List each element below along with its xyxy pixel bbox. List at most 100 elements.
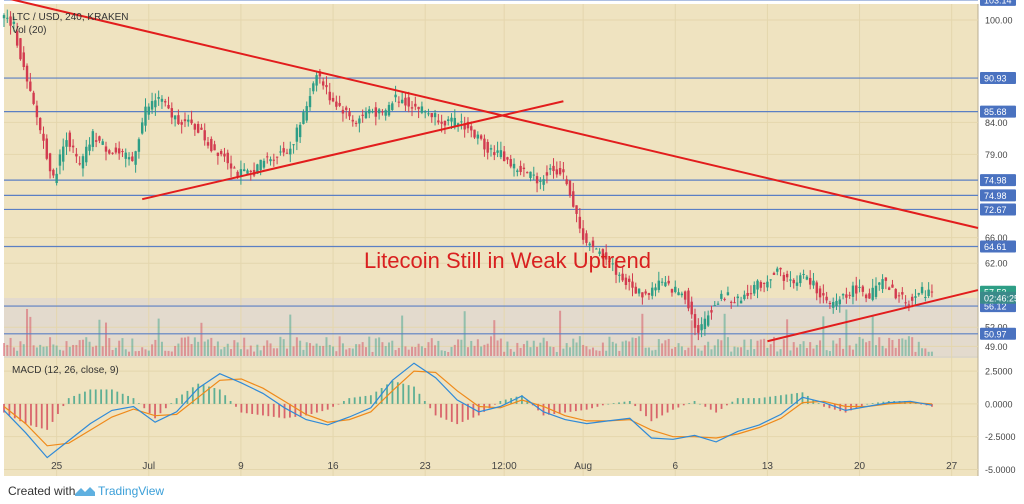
macd-histogram-bar [283, 403, 286, 419]
macd-histogram-bar [170, 403, 173, 404]
volume-bar [312, 345, 315, 356]
volume-bar [193, 337, 196, 356]
candle-body [654, 287, 657, 291]
candle-body [832, 302, 835, 308]
candle-body [766, 281, 769, 288]
macd-histogram-bar [208, 386, 210, 404]
volume-bar [779, 349, 782, 356]
candle-body [637, 288, 641, 294]
volume-bar [358, 344, 361, 356]
candle-body [279, 151, 282, 153]
volume-bar [345, 349, 348, 356]
macd-tick-label: 0.0000 [985, 399, 1013, 409]
candle-body [22, 52, 25, 67]
volume-bar [88, 341, 91, 356]
volume-bar [819, 340, 822, 356]
candle-body [802, 273, 805, 275]
candle-body [173, 115, 177, 120]
candle-body [585, 233, 588, 243]
volume-bar [753, 349, 756, 356]
candle-body [753, 284, 756, 294]
macd-histogram-bar [742, 398, 745, 404]
candle-body [667, 280, 670, 284]
volume-bar [95, 345, 98, 356]
macd-histogram-bar [844, 403, 847, 413]
candle-body [361, 114, 364, 116]
macd-histogram-bar [607, 403, 610, 405]
candle-body [414, 103, 417, 107]
volume-bar [114, 347, 117, 356]
candle-body [519, 165, 522, 172]
candle-body [239, 169, 243, 176]
macd-histogram-bar [369, 395, 372, 404]
candle-body [127, 157, 131, 160]
macd-histogram-bar [278, 403, 281, 418]
candle-body [272, 159, 276, 161]
volume-bar [12, 347, 15, 356]
candle-body [901, 292, 904, 295]
candle-body [535, 176, 539, 184]
candle-body [384, 110, 387, 116]
volume-bar [207, 339, 210, 356]
volume-bar [493, 320, 496, 356]
candle-body [660, 281, 664, 283]
volume-bar [907, 336, 910, 356]
volume-bar [368, 336, 371, 356]
volume-bar [473, 345, 476, 356]
candle-body [697, 325, 700, 333]
macd-histogram-bar [332, 403, 334, 407]
candle-body [581, 228, 585, 240]
volume-bar [190, 344, 193, 356]
candle-body [131, 156, 134, 162]
macd-histogram-bar [407, 385, 410, 404]
candle-body [256, 164, 259, 174]
macd-histogram-bar [3, 403, 5, 413]
candle-body [391, 103, 394, 110]
candle-body [769, 279, 772, 281]
candle-body [864, 294, 868, 299]
candle-body [914, 296, 917, 298]
price-tick-label: 62.00 [985, 259, 1008, 269]
volume-bar [529, 347, 532, 356]
volume-bar [391, 340, 394, 356]
level-price-label: 56.12 [984, 302, 1007, 312]
candle-body [657, 280, 661, 290]
volume-bar [384, 346, 387, 356]
macd-histogram-bar [801, 392, 804, 404]
candle-body [6, 17, 9, 19]
macd-histogram-bar [650, 403, 653, 422]
candle-body [683, 291, 687, 300]
tradingview-link[interactable]: TradingView [98, 484, 165, 498]
volume-bar [921, 348, 924, 356]
macd-histogram-bar [672, 403, 674, 410]
volume-bar [572, 338, 575, 356]
chart-annotation: Litecoin Still in Weak Uptrend [364, 248, 651, 273]
volume-bar [578, 336, 581, 356]
macd-histogram-bar [467, 403, 469, 420]
macd-histogram-bar [13, 403, 16, 419]
candle-body [196, 123, 200, 133]
volume-bar [272, 348, 275, 356]
macd-histogram-bar [256, 403, 259, 415]
volume-bar [608, 336, 611, 356]
volume-bar [236, 342, 239, 356]
volume-bar [782, 339, 785, 356]
volume-bar [842, 348, 845, 356]
candle-body [12, 21, 16, 24]
volume-bar [315, 343, 318, 356]
macd-histogram-bar [143, 403, 146, 409]
candle-body [502, 151, 506, 162]
candle-body [203, 130, 206, 141]
volume-bar [891, 339, 894, 356]
volume-bar [19, 341, 22, 356]
macd-histogram-bar [262, 403, 264, 416]
candle-body [141, 122, 144, 134]
candle-body [512, 163, 516, 169]
candle-body [417, 106, 420, 110]
volume-bar [434, 345, 437, 356]
candle-body [772, 272, 776, 275]
candle-body [318, 71, 322, 77]
candle-body [868, 293, 871, 299]
volume-bar [690, 320, 693, 356]
candle-body [348, 111, 351, 117]
